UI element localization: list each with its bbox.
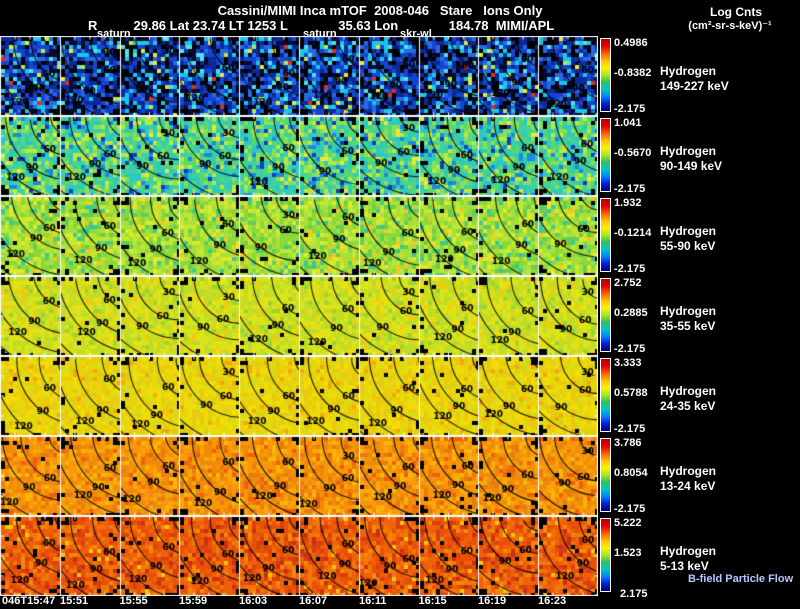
colorbar bbox=[600, 198, 611, 272]
time-tick-label: 15:51 bbox=[60, 595, 89, 607]
time-tick-label: 15:55 bbox=[119, 595, 148, 607]
species-label: Hydrogen bbox=[660, 464, 717, 478]
time-tick-label: 16:03 bbox=[239, 595, 268, 607]
energy-range-label: 55-90 keV bbox=[660, 239, 716, 253]
energy-range-label: 149-227 keV bbox=[660, 79, 729, 93]
page-title: Cassini/MIMI Inca mTOF 2008-046 Stare Io… bbox=[217, 3, 543, 18]
colorbar-mid-value: -0.5670 bbox=[614, 147, 652, 159]
colorbar-mid-value: -0.8382 bbox=[614, 67, 652, 79]
species-label: Hydrogen bbox=[660, 304, 717, 318]
energy-range-label: 13-24 keV bbox=[660, 479, 716, 493]
colorbar bbox=[600, 358, 611, 432]
colorbar-mid-value: 0.2885 bbox=[614, 307, 648, 319]
species-label: Hydrogen bbox=[660, 64, 717, 78]
colorbar-max-value: 3.786 bbox=[614, 437, 642, 449]
species-label: Hydrogen bbox=[660, 144, 717, 158]
colorbar bbox=[600, 38, 611, 112]
colorbar-max-value: 5.222 bbox=[614, 517, 642, 529]
colorbar-max-value: 0.4986 bbox=[614, 37, 648, 49]
heatmap-grid bbox=[0, 36, 598, 596]
energy-range-label: 90-149 keV bbox=[660, 159, 723, 173]
colorbar-max-value: 1.041 bbox=[614, 117, 642, 129]
colorbar bbox=[600, 118, 611, 192]
energy-range-label: 35-55 keV bbox=[660, 319, 716, 333]
time-tick-label: 16:23 bbox=[538, 595, 567, 607]
time-tick-label: 16:15 bbox=[418, 595, 447, 607]
colorbar bbox=[600, 518, 611, 592]
colorbar-min-value: -2.175 bbox=[614, 263, 646, 275]
energy-range-label: 24-35 keV bbox=[660, 399, 716, 413]
time-tick-label: 15:59 bbox=[179, 595, 208, 607]
ephemeris-line: R 29.86 Lat 23.74 LT 1253 L 35.63 Lon 18… bbox=[88, 18, 555, 33]
colorbar-max-value: 2.752 bbox=[614, 277, 642, 289]
species-label: Hydrogen bbox=[660, 224, 717, 238]
colorbar-mid-value: 0.8054 bbox=[614, 467, 648, 479]
colorbar-units-label: Log Cnts bbox=[710, 5, 762, 19]
species-label: Hydrogen bbox=[660, 544, 717, 558]
overlay-label-saturn-1: saturn bbox=[97, 28, 131, 40]
overlay-label-skr-wl: skr-wl bbox=[400, 28, 432, 40]
overlay-label-saturn-2: saturn bbox=[303, 28, 337, 40]
colorbar-max-value: 3.333 bbox=[614, 357, 642, 369]
colorbar-min-value: -2.175 bbox=[614, 423, 646, 435]
colorbar-min-value: -2.175 bbox=[614, 503, 646, 515]
energy-range-label: 5-13 keV bbox=[660, 559, 709, 573]
colorbar-min-value: -2.175 bbox=[614, 343, 646, 355]
colorbar bbox=[600, 438, 611, 512]
time-tick-label: 16:07 bbox=[299, 595, 328, 607]
colorbar-mid-value: 1.523 bbox=[614, 547, 642, 559]
colorbar-mid-value: 0.5788 bbox=[614, 387, 648, 399]
bfield-particle-flow-label: B-field Particle Flow bbox=[688, 573, 794, 585]
colorbar-min-value: 2.175 bbox=[620, 588, 648, 600]
colorbar-min-value: -2.175 bbox=[614, 103, 646, 115]
time-tick-label: 046T15:47 bbox=[2, 595, 56, 607]
species-label: Hydrogen bbox=[660, 384, 717, 398]
colorbar-mid-value: -0.1214 bbox=[614, 227, 652, 239]
colorbar-max-value: 1.932 bbox=[614, 197, 642, 209]
colorbar-units-formula: (cm²-sr-s-keV)⁻¹ bbox=[688, 20, 772, 32]
colorbar bbox=[600, 278, 611, 352]
colorbar-min-value: -2.175 bbox=[614, 183, 646, 195]
time-tick-label: 16:19 bbox=[478, 595, 507, 607]
time-tick-label: 16:11 bbox=[359, 595, 387, 607]
